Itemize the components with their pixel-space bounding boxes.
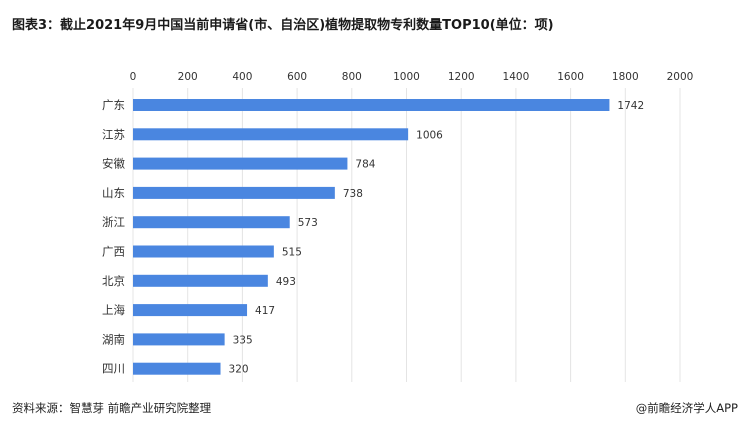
category-label: 江苏 — [102, 127, 125, 141]
bar — [133, 99, 610, 111]
x-tick-label: 2000 — [667, 71, 694, 83]
bar — [133, 245, 274, 258]
x-tick-label: 1800 — [612, 71, 639, 83]
bar — [133, 333, 225, 346]
data-label: 738 — [343, 188, 363, 200]
bar — [133, 362, 221, 375]
bar — [133, 274, 268, 287]
category-label: 山东 — [102, 186, 125, 200]
data-label: 573 — [298, 217, 318, 229]
x-tick-label: 200 — [178, 71, 198, 83]
x-tick-label: 400 — [232, 71, 252, 83]
bar — [133, 157, 348, 170]
category-label: 安徽 — [102, 157, 125, 171]
x-tick-label: 1400 — [503, 71, 530, 83]
x-tick-label: 1200 — [448, 71, 475, 83]
data-label: 335 — [233, 334, 253, 346]
data-label: 417 — [255, 305, 275, 317]
category-label: 四川 — [102, 362, 125, 376]
bar — [133, 216, 290, 229]
category-label: 广西 — [102, 245, 125, 259]
category-label: 湖南 — [102, 332, 125, 346]
data-label: 784 — [355, 159, 375, 171]
x-tick-label: 600 — [287, 71, 307, 83]
chart-title: 图表3：截止2021年9月中国当前申请省(市、自治区)植物提取物专利数量TOP1… — [12, 18, 554, 33]
bar — [133, 186, 335, 199]
data-label: 515 — [282, 247, 302, 259]
source-note: 资料来源：智慧芽 前瞻产业研究院整理 — [12, 401, 212, 415]
category-label: 北京 — [102, 274, 125, 288]
bar — [133, 304, 248, 317]
category-label: 广东 — [102, 98, 125, 112]
x-tick-label: 800 — [342, 71, 362, 83]
data-label: 320 — [229, 364, 249, 376]
x-tick-label: 1000 — [393, 71, 420, 83]
data-label: 1742 — [617, 100, 644, 112]
credit-note: @前瞻经济学人APP — [635, 401, 738, 415]
x-tick-label: 0 — [130, 71, 137, 83]
category-label: 上海 — [102, 303, 125, 317]
data-label: 493 — [276, 276, 296, 288]
category-label: 浙江 — [102, 215, 125, 229]
x-tick-label: 1600 — [557, 71, 584, 83]
data-label: 1006 — [416, 129, 443, 141]
bar — [133, 128, 409, 141]
